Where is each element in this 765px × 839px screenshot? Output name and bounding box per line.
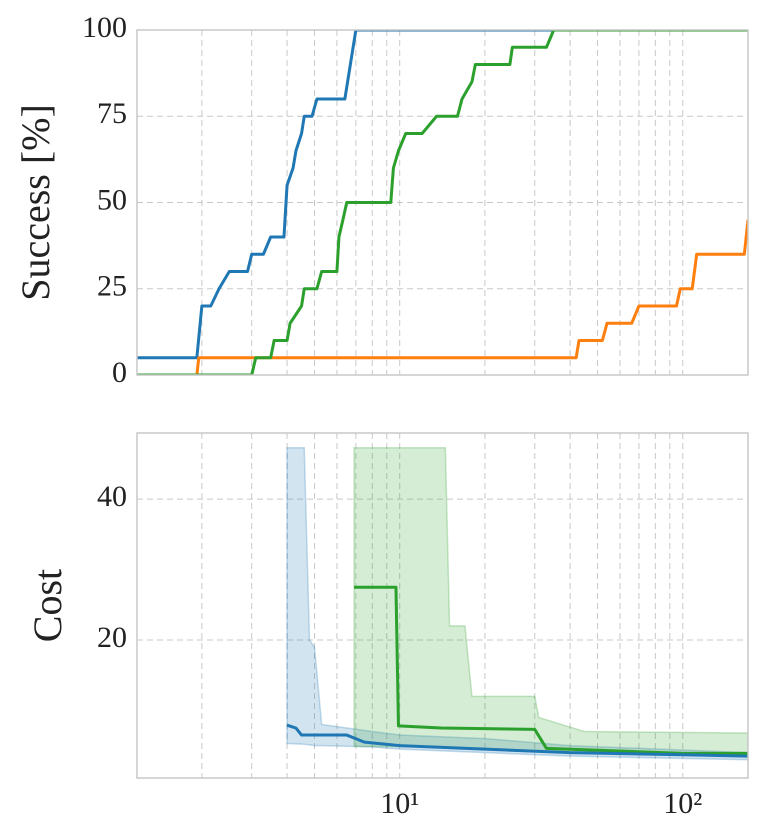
plot-area <box>286 447 748 761</box>
x-tick-label: 10² <box>663 787 702 820</box>
y-tick-label: 100 <box>82 11 127 44</box>
y-tick-label: 0 <box>112 356 127 389</box>
line <box>286 723 748 758</box>
y-tick-label: 20 <box>97 621 127 654</box>
plot-area <box>137 30 748 375</box>
x-tick-label: 10¹ <box>380 787 419 820</box>
line <box>354 585 748 755</box>
axes-frame <box>136 432 749 779</box>
y-tick-label: 50 <box>97 183 127 216</box>
y-axis-label: Success [%] <box>13 104 58 301</box>
line <box>137 30 748 375</box>
subplot: 20 40 10¹ 10² Cost <box>25 432 749 820</box>
y-tick-label: 40 <box>97 480 127 513</box>
band <box>286 447 748 761</box>
line <box>137 30 748 360</box>
y-tick-label: 75 <box>97 97 127 130</box>
subplot: 0 25 50 75 100 Success [%] <box>13 11 749 389</box>
y-axis-label: Cost <box>25 569 70 642</box>
y-tick-label: 25 <box>97 270 127 303</box>
line <box>137 219 748 375</box>
band <box>353 447 748 757</box>
axes-frame <box>136 29 749 376</box>
